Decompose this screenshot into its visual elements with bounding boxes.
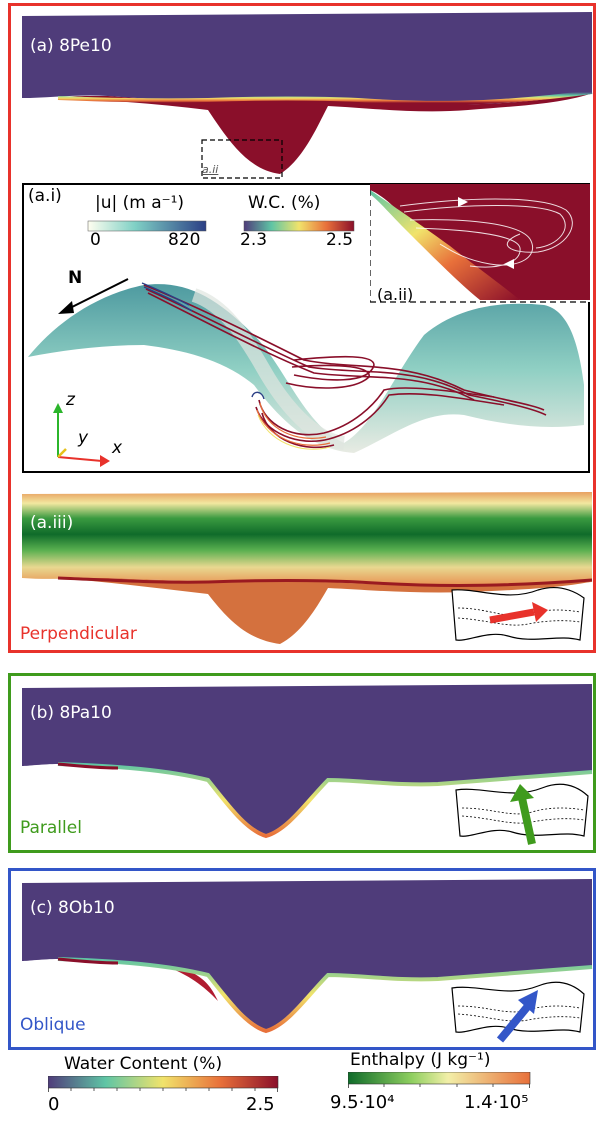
panel-a-label: (a) 8Pe10 <box>30 36 112 56</box>
inset-marker-label: a.ii <box>202 163 219 176</box>
panel-a-caption: Perpendicular <box>20 624 137 644</box>
flow-arrow-icon <box>496 1003 532 1043</box>
enthalpy-legend-colorbar <box>348 1072 531 1088</box>
panel-c-frame <box>8 868 596 1050</box>
panel-c-caption: Oblique <box>20 1015 86 1035</box>
enthalpy-legend-title: Enthalpy (J kg⁻¹) <box>350 1050 491 1070</box>
axis-x-label: x <box>112 438 123 458</box>
panel-a-i-label: (a.i) <box>28 186 62 206</box>
glacier-schematic-perpendicular <box>451 586 585 641</box>
wc-inset-min: 2.3 <box>240 230 268 250</box>
panel-b-section <box>22 684 593 839</box>
flow-arrow-icon <box>489 608 535 624</box>
axis-z-label: z <box>66 390 75 410</box>
panel-a-iii-label: (a.iii) <box>30 513 74 533</box>
velocity-colorbar <box>87 220 207 232</box>
wc-legend-title: Water Content (%) <box>64 1054 223 1074</box>
inset-marker-box <box>201 139 283 179</box>
wc-inset-title: W.C. (%) <box>248 193 321 213</box>
glacier-schematic-oblique <box>451 981 585 1043</box>
panel-a-iii-section <box>22 492 593 644</box>
panel-b-label: (b) 8Pa10 <box>30 703 112 723</box>
panel-a-ii-inset <box>370 184 590 303</box>
flow-arrow-icon <box>518 797 536 845</box>
velocity-colorbar-title: |u| (m a⁻¹) <box>95 193 185 213</box>
axis-y-label: y <box>78 428 89 448</box>
panel-c-label: (c) 8Ob10 <box>30 898 115 918</box>
glacier-schematic-parallel <box>455 783 589 845</box>
wc-legend-min: 0 <box>48 1094 60 1115</box>
enthalpy-legend-min: 9.5·10⁴ <box>330 1092 395 1113</box>
velocity-colorbar-min: 0 <box>90 230 101 250</box>
panel-a-section <box>22 12 593 179</box>
wc-legend-max: 2.5 <box>246 1094 275 1115</box>
enthalpy-legend-max: 1.4·10⁵ <box>464 1092 529 1113</box>
panel-b-frame <box>8 673 596 853</box>
panel-a-ii-label: (a.ii) <box>377 285 414 304</box>
velocity-colorbar-max: 820 <box>168 230 201 250</box>
panel-c-section <box>22 879 593 1034</box>
wc-inset-max: 2.5 <box>326 230 354 250</box>
north-label: N <box>68 268 83 288</box>
panel-a-frame <box>8 3 596 653</box>
wc-inset-colorbar <box>243 220 355 232</box>
panel-b-caption: Parallel <box>20 818 82 838</box>
north-arrow-icon <box>58 278 129 314</box>
panel-a-i-surface <box>28 220 584 467</box>
wc-legend-colorbar <box>48 1076 279 1092</box>
axes-triad-icon <box>53 403 110 467</box>
